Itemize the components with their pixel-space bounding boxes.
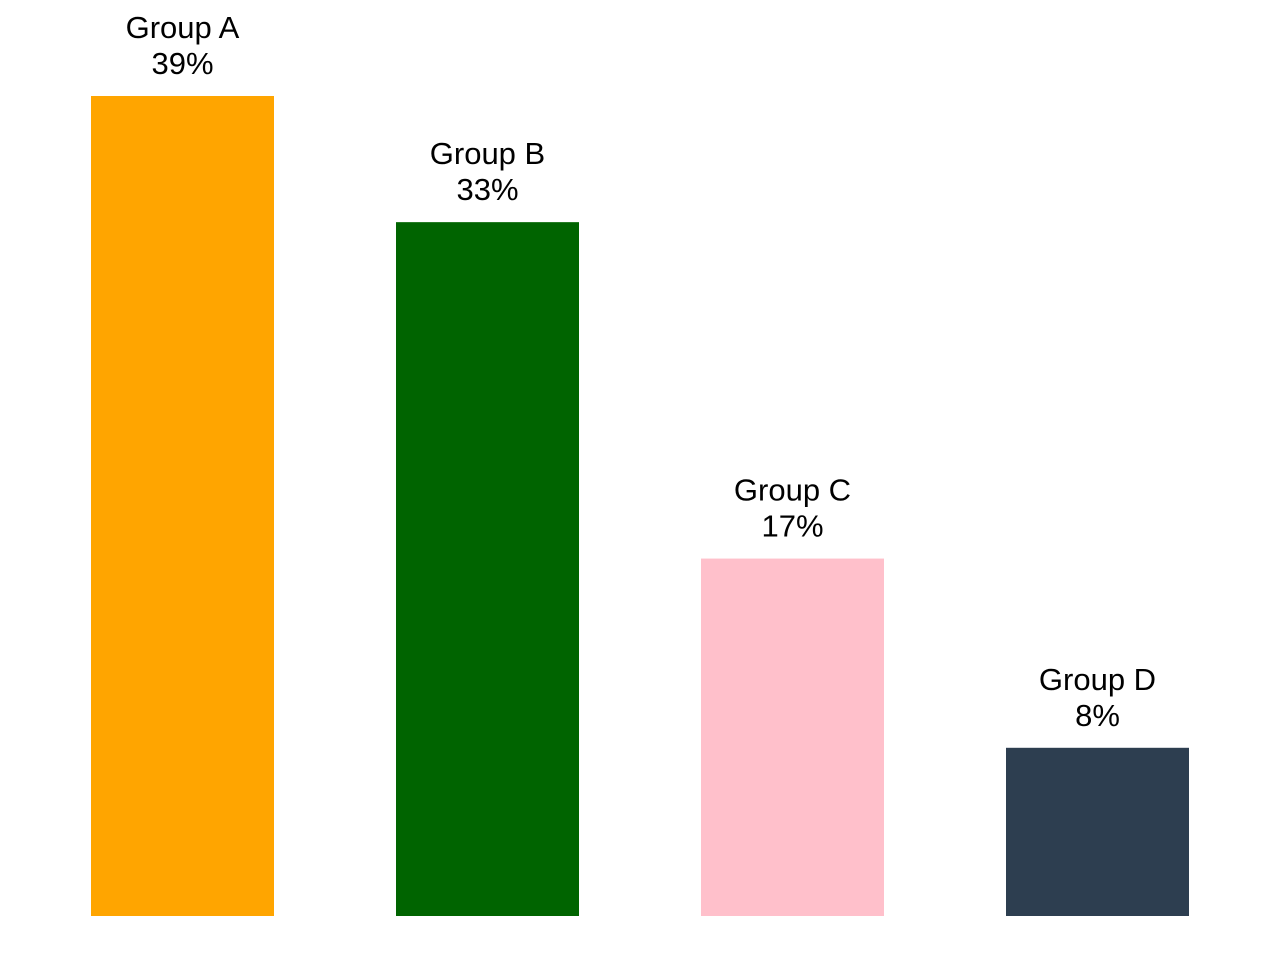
labels-group: Group A39% Group B33% Group C17% Group D8% [126,10,1156,733]
category-label-group-b: Group B [430,136,545,171]
value-label-group-a: 39% [151,46,213,81]
value-label-group-c: 17% [761,509,823,544]
category-label-group-a: Group A [126,10,240,45]
bar-group-b [396,222,579,917]
value-label-group-b: 33% [456,172,518,207]
category-label-group-c: Group C [734,473,851,508]
bar-group-c [701,558,884,916]
bars-group [91,96,1189,917]
bar-group-a [91,96,274,916]
category-label-group-d: Group D [1039,662,1156,697]
bar-group-d [1006,747,1189,916]
value-label-group-d: 8% [1075,698,1120,733]
